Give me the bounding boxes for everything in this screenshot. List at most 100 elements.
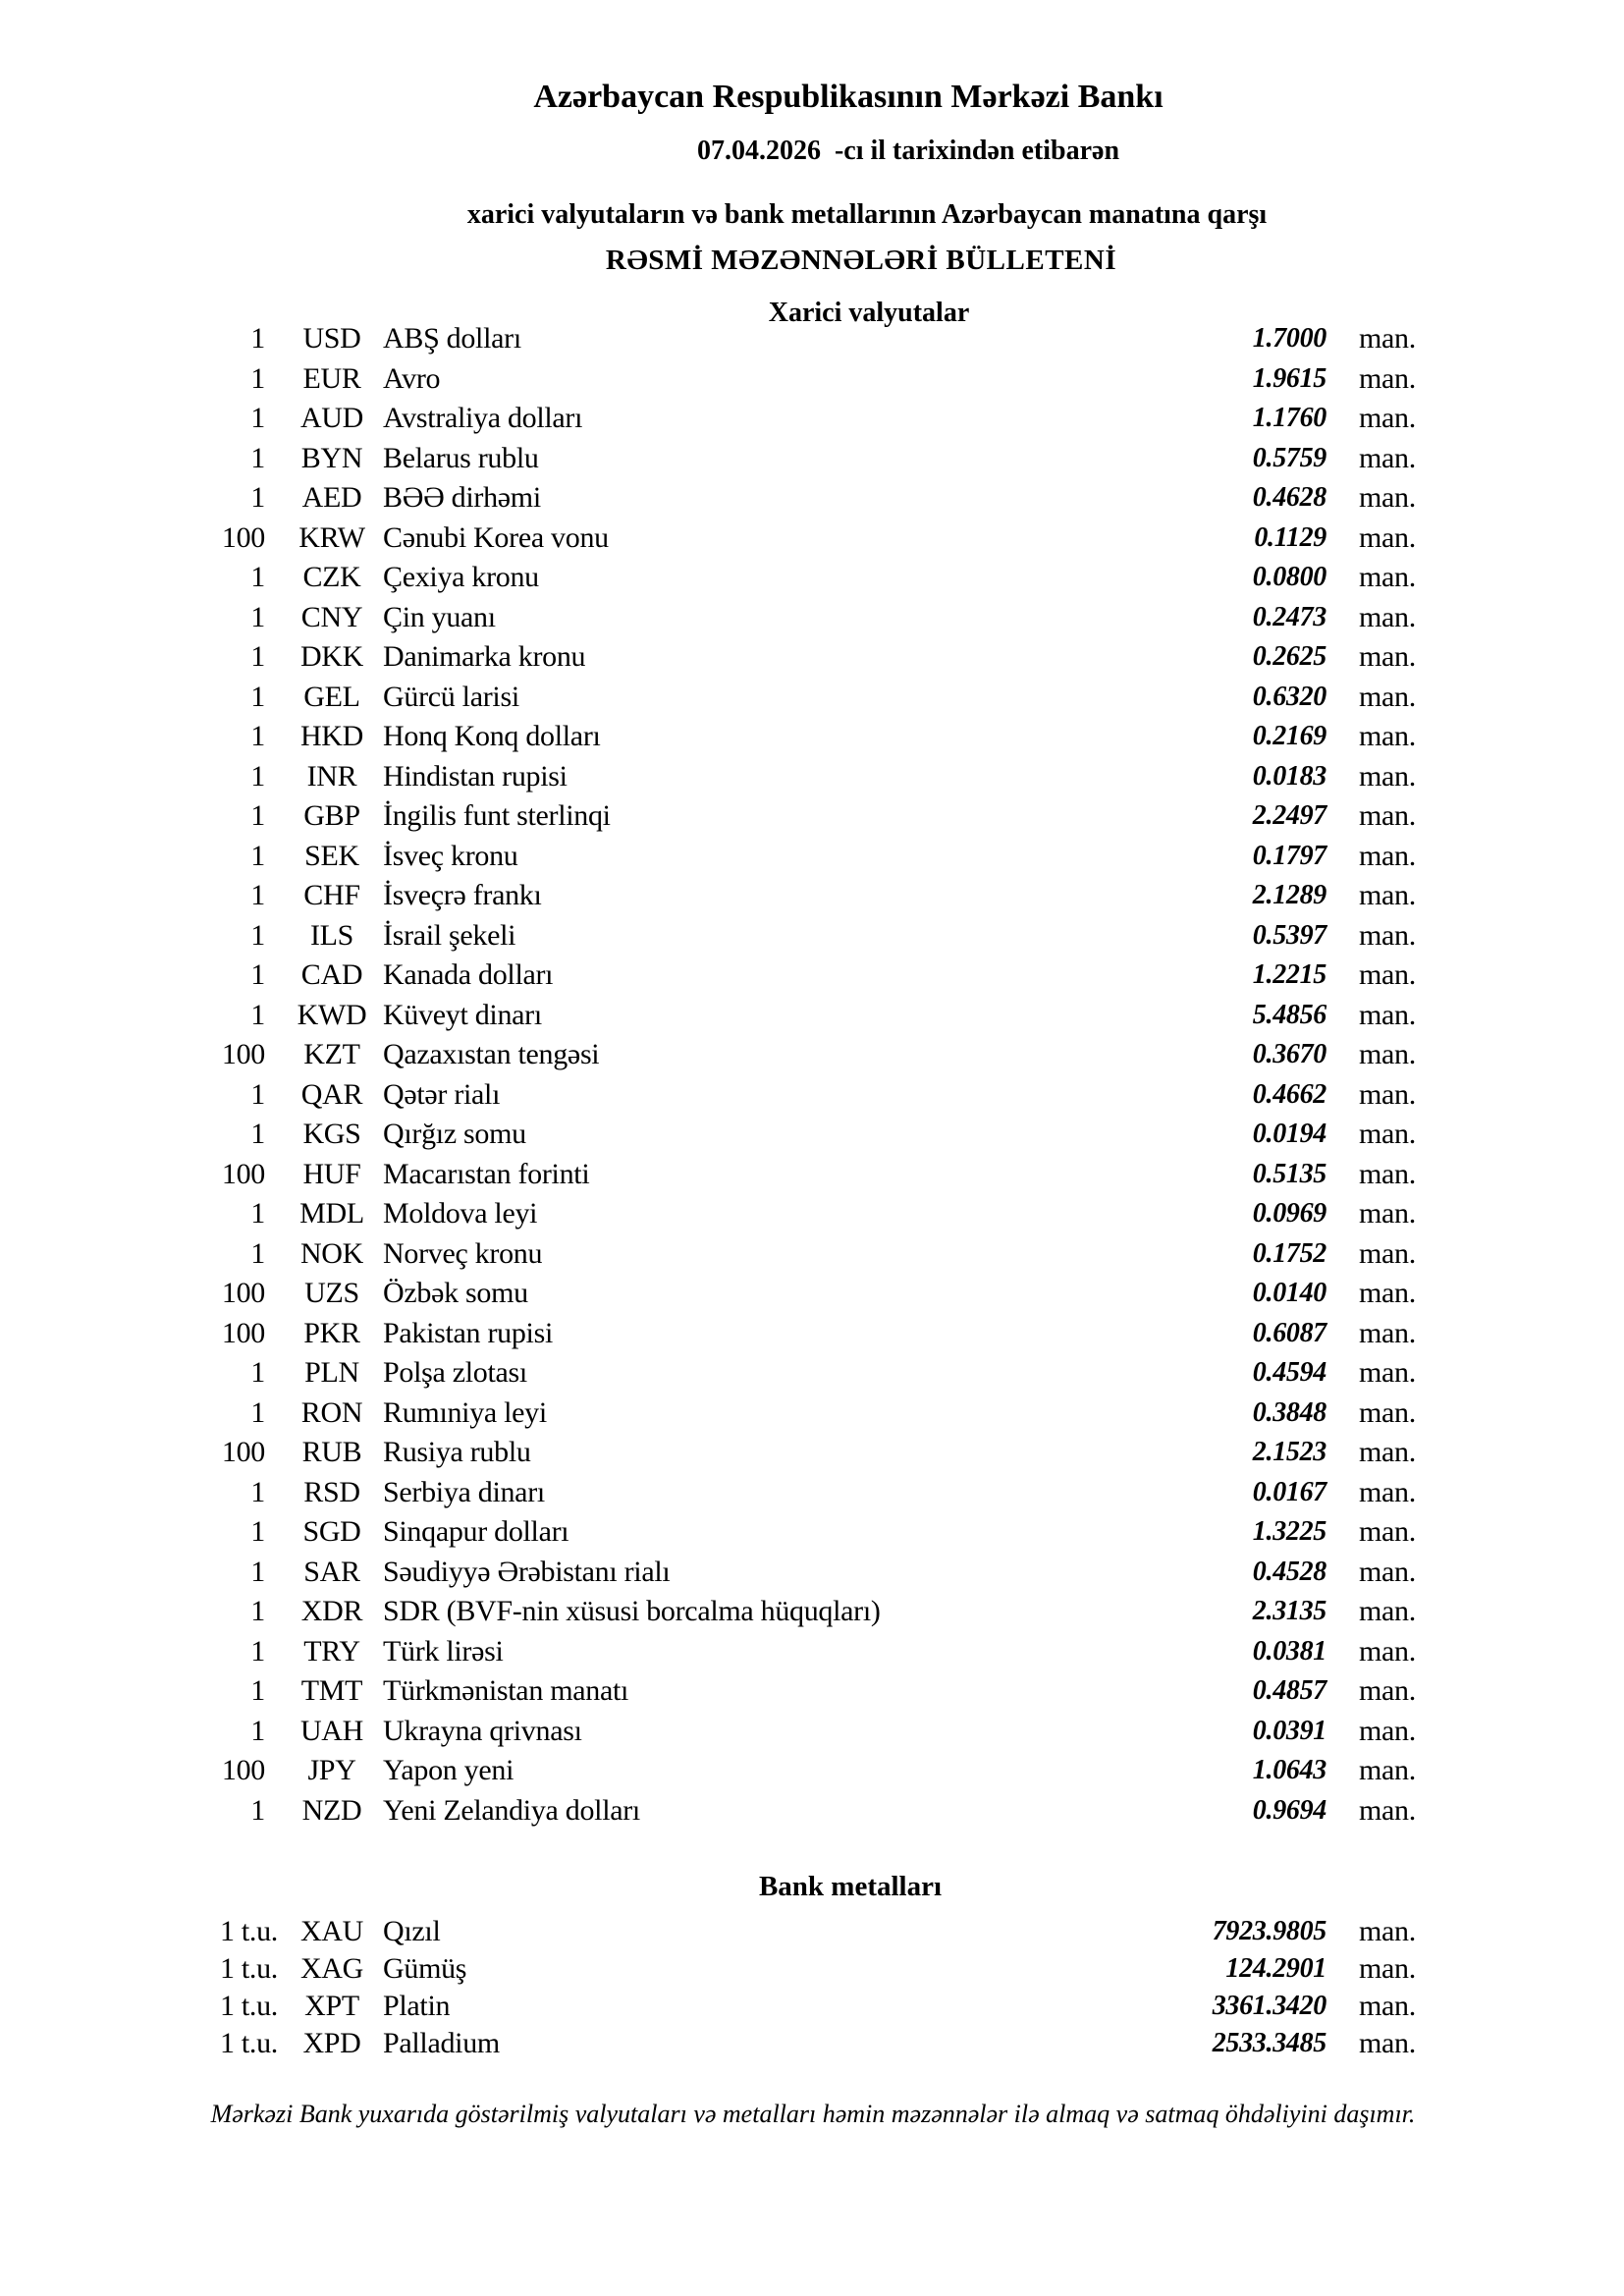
currency-name-cell: BƏƏ dirhəmi [383,481,541,514]
currency-code-cell: CAD [300,958,363,991]
unit-label-cell: man. [1359,799,1416,832]
quantity-cell: 1 [250,720,265,752]
table-row: 1 GBP İngilis funt sterlinqi 2.2497 man. [0,796,1624,837]
table-row: 100 KZT Qazaxıstan tengəsi 0.3670 man. [0,1035,1624,1075]
table-row: 1 HKD Honq Konq dolları 0.2169 man. [0,717,1624,757]
rate-value-cell: 1.1760 [1252,403,1327,433]
quantity-cell: 1 [250,1595,265,1627]
currency-name-cell: Gürcü larisi [383,680,519,713]
unit-label-cell: man. [1359,958,1416,991]
currency-code-cell: XPT [304,1990,359,2022]
quantity-cell: 100 [221,1038,265,1070]
currency-name-cell: Qırğız somu [383,1118,526,1150]
table-row: 1 SEK İsveç kronu 0.1797 man. [0,837,1624,877]
unit-label-cell: man. [1359,1197,1416,1230]
effective-date-line: 07.04.2026 -cı il tarixindən etibarən [96,137,1624,165]
rate-value-cell: 7923.9805 [1212,1916,1327,1946]
currency-name-cell: Kanada dolları [383,958,554,991]
currency-name-cell: Rusiya rublu [383,1436,531,1468]
table-row: 1 NZD Yeni Zelandiya dolları 0.9694 man. [0,1791,1624,1831]
obligation-note: Mərkəzi Bank yuxarıda göstərilmiş valyut… [210,2100,1416,2128]
rate-value-cell: 0.5397 [1252,919,1327,951]
table-row: 1 USD ABŞ dolları 1.7000 man. [0,319,1624,359]
table-row: 100 PKR Pakistan rupisi 0.6087 man. [0,1314,1624,1354]
currency-code-cell: DKK [299,640,364,673]
currency-name-cell: Qazaxıstan tengəsi [383,1038,600,1070]
currency-code-cell: GEL [303,680,360,713]
rate-value-cell: 3361.3420 [1212,1991,1327,2021]
quantity-cell: 1 [250,322,265,355]
currency-code-cell: PLN [304,1356,359,1389]
effective-date-suffix: -cı il tarixindən etibarən [834,136,1120,166]
quantity-cell: 1 [250,1674,265,1707]
rate-value-cell: 1.7000 [1252,323,1327,354]
rate-value-cell: 0.0800 [1252,562,1327,592]
currency-code-cell: TMT [300,1674,363,1707]
table-row: 1 SGD Sinqapur dolları 1.3225 man. [0,1512,1624,1553]
table-row: 1 KWD Küveyt dinarı 5.4856 man. [0,996,1624,1036]
currency-name-cell: Ukrayna qrivnası [383,1714,582,1747]
table-row: 1 CZK Çexiya kronu 0.0800 man. [0,558,1624,598]
rate-value-cell: 0.0167 [1252,1476,1327,1507]
unit-label-cell: man. [1359,839,1416,872]
unit-label-cell: man. [1359,1555,1416,1588]
currency-name-cell: İsveçrə frankı [383,879,542,911]
unit-label-cell: man. [1359,879,1416,911]
unit-label-cell: man. [1359,441,1416,474]
currency-name-cell: Avro [383,361,441,395]
currency-code-cell: NOK [299,1236,364,1270]
currency-code-cell: EUR [302,361,361,395]
unit-label-cell: man. [1359,2027,1416,2059]
unit-label-cell: man. [1359,1436,1416,1468]
rate-value-cell: 0.4628 [1252,482,1327,513]
table-row: 1 BYN Belarus rublu 0.5759 man. [0,439,1624,479]
currency-name-cell: Norveç kronu [383,1236,543,1270]
quantity-cell: 1 t.u. [219,1915,278,1947]
rate-value-cell: 2.3135 [1252,1596,1327,1626]
unit-label-cell: man. [1359,759,1416,793]
currency-name-cell: Macarıstan forinti [383,1157,590,1190]
currency-name-cell: Pakistan rupisi [383,1316,553,1349]
table-row: 100 KRW Cənubi Korea vonu 0.1129 man. [0,519,1624,559]
rate-value-cell: 0.0381 [1252,1635,1327,1667]
rate-value-cell: 2.1523 [1252,1437,1327,1467]
quantity-cell: 1 [250,1118,265,1150]
currency-name-cell: Avstraliya dolları [383,402,583,434]
quantity-cell: 1 [250,1793,265,1827]
quantity-cell: 1 [250,799,265,832]
currency-name-cell: Cənubi Korea vonu [383,520,609,554]
table-row: 1 INR Hindistan rupisi 0.0183 man. [0,757,1624,797]
table-row: 1 EUR Avro 1.9615 man. [0,359,1624,400]
table-row: 1 t.u. XPD Palladium 2533.3485 man. [0,2025,1624,2062]
table-row: 100 HUF Macarıstan forinti 0.5135 man. [0,1155,1624,1195]
currency-code-cell: UAH [299,1714,364,1747]
currency-name-cell: Türkmənistan manatı [383,1674,629,1707]
currency-name-cell: Yapon yeni [383,1754,514,1786]
currency-name-cell: Özbək somu [383,1277,528,1309]
unit-label-cell: man. [1359,1595,1416,1627]
currency-name-cell: Honq Konq dolları [383,720,601,752]
unit-label-cell: man. [1359,918,1416,952]
table-row: 1 TMT Türkmənistan manatı 0.4857 man. [0,1671,1624,1712]
currency-name-cell: Rumıniya leyi [383,1395,547,1429]
rate-value-cell: 0.2473 [1252,601,1327,632]
currency-name-cell: Moldova leyi [383,1197,538,1230]
table-row: 1 SAR Səudiyyə Ərəbistanı rialı 0.4528 man. [0,1553,1624,1593]
rate-value-cell: 0.2169 [1252,721,1327,751]
currency-name-cell: Serbiya dinarı [383,1475,545,1508]
quantity-cell: 1 t.u. [219,1952,278,1985]
unit-label-cell: man. [1359,680,1416,713]
currency-name-cell: Polşa zlotası [383,1356,527,1389]
unit-label-cell: man. [1359,1714,1416,1747]
rate-value-cell: 0.9694 [1252,1794,1327,1826]
section-title-bank-metals: Bank metalları [758,1871,943,1902]
rate-value-cell: 0.0391 [1252,1715,1327,1746]
quantity-cell: 1 [250,600,265,633]
currency-code-cell: SGD [302,1515,361,1548]
rate-value-cell: 0.1752 [1252,1237,1327,1269]
table-row: 1 CHF İsveçrə frankı 2.1289 man. [0,876,1624,916]
rate-value-cell: 0.1129 [1254,521,1326,553]
currency-code-cell: UZS [304,1277,359,1309]
quantity-cell: 1 [250,1236,265,1270]
rate-value-cell: 0.6320 [1252,681,1327,712]
